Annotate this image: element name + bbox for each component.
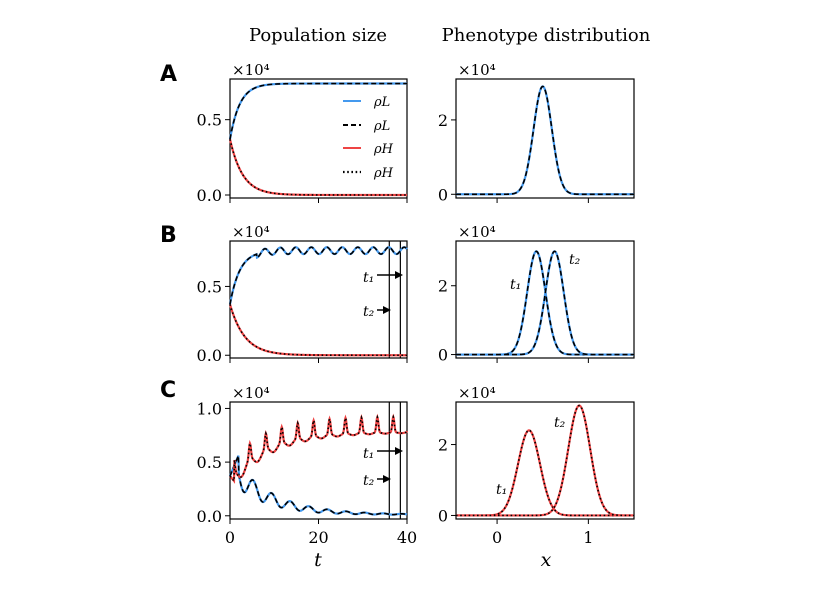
marker-t1-label: t₁ — [363, 446, 374, 462]
panel-label-b: B — [160, 223, 177, 248]
scale-factor-A-pheno: ×10⁴ — [458, 61, 496, 79]
y-tick-label-B-pheno: 0 — [438, 346, 448, 365]
x-axis-label-phenotype: x — [541, 549, 552, 571]
series-line-C-pop-ρH — [229, 413, 408, 484]
series-overlay-B-pop-ρL — [229, 246, 408, 305]
legend-label-rhoL-dashed: ρL — [373, 119, 390, 134]
y-tick-label-A-pop: 0.0 — [197, 186, 222, 205]
series-overlay-B-pheno-t1 — [456, 250, 634, 356]
series-overlay-C-pheno-t1 — [456, 429, 634, 517]
y-tick-label-C-pheno: 0 — [438, 506, 448, 525]
series-overlay-A-pop-ρL — [229, 82, 407, 140]
y-tick-label-B-pheno: 2 — [438, 277, 448, 296]
time-markers-b: t₁ t₂ — [363, 270, 403, 320]
column-title-right: Phenotype distribution — [442, 25, 651, 46]
x-axis-label-time: t — [314, 549, 322, 571]
pheno-c-t2-label: t₂ — [554, 415, 566, 431]
y-tick-label-C-pop: 0.0 — [197, 507, 222, 526]
series-overlay-C-pheno-t2 — [456, 404, 634, 517]
series-line-C-pheno-t1 — [456, 429, 634, 517]
plots-layer: ×10⁴0.00.5×10⁴02×10⁴0.00.5×10⁴02×10⁴0.00… — [197, 61, 635, 547]
axes-frame-B-pheno — [455, 240, 635, 359]
x-tick-label-C-pop: 40 — [397, 528, 417, 547]
column-title-left: Population size — [249, 25, 387, 46]
scale-factor-B-pop: ×10⁴ — [232, 223, 270, 241]
y-tick-label-C-pheno: 2 — [438, 436, 448, 455]
y-tick-label-C-pop: 0.5 — [197, 453, 222, 472]
panel-label-c: C — [160, 378, 176, 403]
series-overlay-C-pop-ρL — [229, 455, 408, 516]
legend-label-rhoH-solid: ρH — [373, 142, 394, 157]
marker-t2-arrowhead — [383, 306, 391, 314]
y-tick-label-A-pop: 0.5 — [197, 111, 222, 130]
time-markers-c: t₁ t₂ — [363, 446, 403, 489]
series-line-B-pheno-t2 — [456, 250, 634, 356]
marker-t1-arrowhead — [395, 447, 403, 455]
pheno-b-t1-label: t₁ — [510, 277, 521, 293]
series-overlay-A-pheno-blue — [456, 85, 634, 196]
x-tick-label-C-pheno: 0 — [492, 528, 502, 547]
legend: ρL ρL ρH ρH — [343, 95, 394, 181]
y-tick-label-A-pheno: 0 — [438, 185, 448, 204]
scale-factor-C-pop: ×10⁴ — [232, 384, 270, 402]
panel-label-a: A — [160, 62, 177, 87]
series-overlay-B-pop-ρH — [229, 304, 407, 357]
legend-label-rhoL-solid: ρL — [373, 95, 390, 110]
series-overlay-B-pheno-t2 — [456, 250, 634, 356]
series-line-A-pheno-blue — [456, 85, 634, 196]
marker-t1-label: t₁ — [363, 270, 374, 286]
marker-t2-label: t₂ — [363, 304, 375, 320]
y-tick-label-A-pheno: 2 — [438, 111, 448, 130]
scale-factor-B-pheno: ×10⁴ — [458, 223, 496, 241]
legend-label-rhoH-dotted: ρH — [373, 166, 394, 181]
y-tick-label-C-pop: 1.0 — [197, 399, 222, 418]
series-line-C-pheno-t2 — [456, 404, 634, 517]
x-tick-label-C-pop: 0 — [225, 528, 235, 547]
marker-t1-arrowhead — [395, 271, 403, 279]
pheno-b-t2-label: t₂ — [569, 252, 581, 268]
y-tick-label-B-pop: 0.5 — [197, 277, 222, 296]
pheno-c-t1-label: t₁ — [496, 482, 507, 498]
axes-frame-C-pheno — [455, 401, 635, 520]
x-tick-label-C-pheno: 1 — [583, 528, 593, 547]
y-tick-label-B-pop: 0.0 — [197, 346, 222, 365]
series-overlay-C-pop-ρH — [229, 414, 408, 484]
axes-frame-A-pheno — [455, 78, 635, 199]
series-line-B-pheno-t1 — [456, 250, 634, 356]
axes-frame-C-pop — [229, 401, 408, 520]
scale-factor-C-pheno: ×10⁴ — [458, 384, 496, 402]
series-line-A-pop-ρH — [228, 139, 407, 197]
scale-factor-A-pop: ×10⁴ — [232, 61, 270, 79]
marker-t2-arrowhead — [383, 475, 391, 483]
marker-t2-label: t₂ — [363, 473, 375, 489]
x-tick-label-C-pop: 20 — [308, 528, 328, 547]
